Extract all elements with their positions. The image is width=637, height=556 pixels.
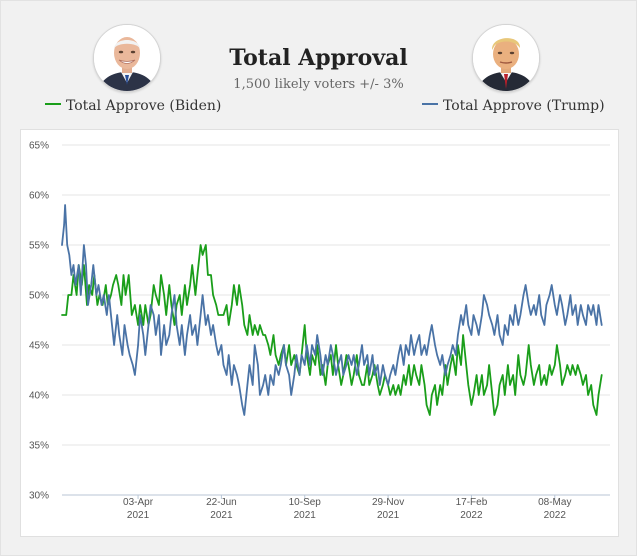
trump-approval-line[interactable] <box>61 204 603 416</box>
legend-label-trump: Total Approve (Trump) <box>443 98 605 114</box>
y-tick-label: 60% <box>29 191 49 202</box>
x-tick-label-date: 03-Apr <box>123 497 154 508</box>
biden-portrait-icon <box>93 24 161 92</box>
y-tick-label: 40% <box>29 391 49 402</box>
chart-plot-area: 65% 60% 55% 50% 45% 40% 35% 30% 03-Apr 2021 22-Jun… <box>20 129 619 537</box>
y-tick-label: 45% <box>29 341 49 352</box>
legend-label-biden: Total Approve (Biden) <box>66 98 222 114</box>
y-tick-label: 50% <box>29 291 49 302</box>
x-tick-label-year: 2022 <box>460 510 483 521</box>
y-tick-label: 65% <box>29 141 49 152</box>
approval-line-chart: 65% 60% 55% 50% 45% 40% 35% 30% 03-Apr 2021 22-Jun… <box>29 141 610 521</box>
x-tick-label-date: 22-Jun <box>206 497 237 508</box>
x-tick-label-date: 29-Nov <box>372 497 404 508</box>
x-tick-label-date: 08-May <box>538 497 571 508</box>
trump-portrait-icon <box>472 24 540 92</box>
x-tick-label-date: 10-Sep <box>289 497 322 508</box>
legend-swatch-trump <box>422 103 438 105</box>
x-tick-label-year: 2021 <box>127 510 150 521</box>
x-tick-label-year: 2021 <box>377 510 400 521</box>
y-tick-label: 35% <box>29 441 49 452</box>
biden-approval-line[interactable] <box>61 244 603 416</box>
legend-swatch-biden <box>45 103 61 105</box>
chart-title: Total Approval <box>229 45 408 71</box>
legend-item-biden[interactable]: Total Approve (Biden) <box>45 98 221 114</box>
x-tick-label-year: 2021 <box>294 510 317 521</box>
x-tick-label-date: 17-Feb <box>456 497 488 508</box>
x-tick-label-year: 2021 <box>210 510 233 521</box>
chart-subtitle: 1,500 likely voters +/- 3% <box>233 77 404 92</box>
y-tick-label: 55% <box>29 241 49 252</box>
legend-item-trump[interactable]: Total Approve (Trump) <box>422 98 605 114</box>
y-tick-label: 30% <box>29 491 49 502</box>
x-tick-label-year: 2022 <box>544 510 567 521</box>
